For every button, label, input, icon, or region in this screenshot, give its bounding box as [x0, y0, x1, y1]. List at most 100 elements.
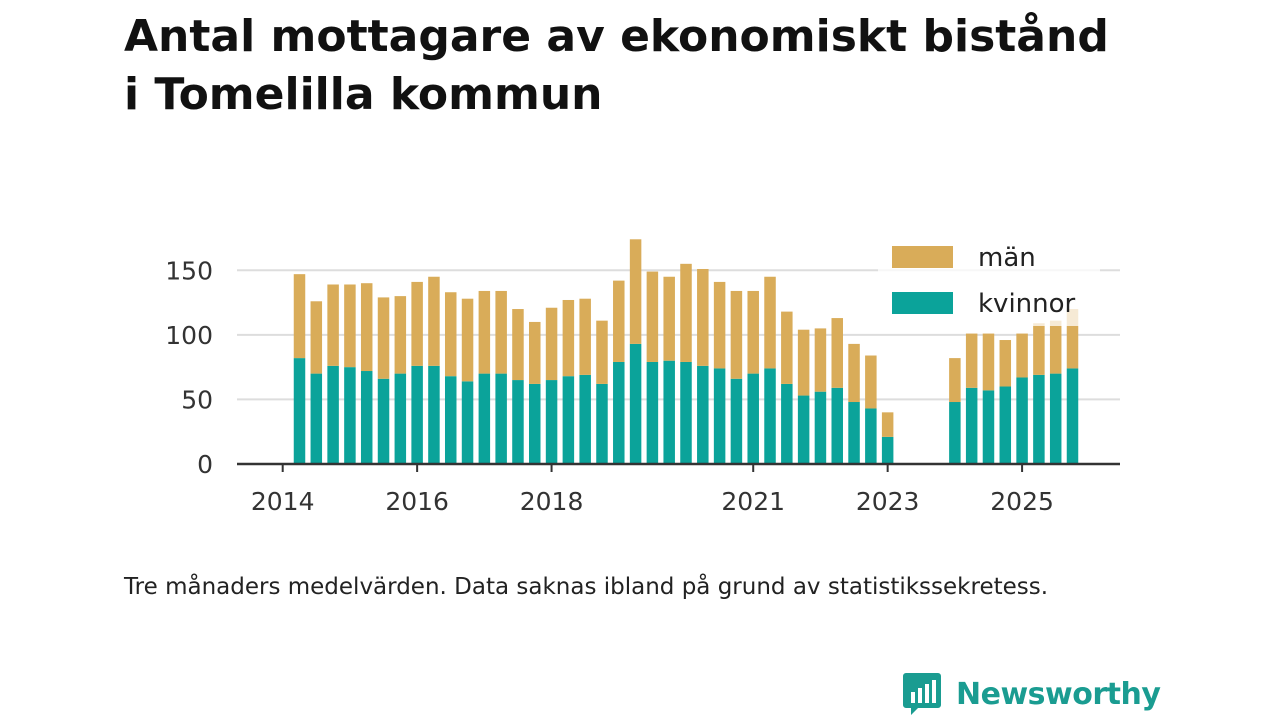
- bar-kvinnor: [327, 365, 339, 464]
- bar-kvinnor: [293, 358, 306, 464]
- bar-kvinnor: [999, 386, 1012, 464]
- bar-kvinnor: [344, 367, 356, 464]
- bar-man: [764, 276, 776, 369]
- x-tick-label: 2023: [856, 487, 920, 516]
- bar-man: [310, 301, 323, 374]
- bar-kvinnor: [377, 378, 390, 464]
- bar-man: [781, 311, 793, 384]
- bar-man: [596, 320, 608, 384]
- bar-kvinnor: [629, 343, 642, 464]
- bar-kvinnor: [814, 391, 827, 464]
- bar-man: [881, 412, 894, 437]
- bar-man: [797, 329, 810, 396]
- bar-man: [444, 292, 457, 377]
- bar-kvinnor: [1033, 374, 1045, 464]
- bar-kvinnor: [982, 390, 995, 464]
- bar-man: [562, 299, 575, 377]
- y-tick-label: 50: [181, 385, 213, 414]
- bar-kvinnor: [680, 361, 692, 464]
- bar-kvinnor: [713, 368, 726, 464]
- bar-kvinnor: [461, 381, 474, 464]
- bar-man: [848, 343, 860, 403]
- bar-kvinnor: [428, 365, 440, 464]
- newsworthy-icon: [903, 673, 941, 715]
- bar-man: [730, 290, 743, 379]
- bar-man: [629, 239, 642, 344]
- bar-kvinnor: [529, 383, 541, 464]
- bar-man: [814, 328, 827, 392]
- bar-kvinnor: [360, 371, 373, 464]
- bar-kvinnor: [1049, 373, 1062, 464]
- bar-man: [965, 333, 978, 388]
- bar-man: [1066, 309, 1079, 369]
- bar-kvinnor: [781, 383, 793, 464]
- bar-kvinnor: [545, 380, 558, 464]
- footnote: Tre månaders medelvärden. Data saknas ib…: [124, 574, 1049, 600]
- bar-man: [865, 355, 877, 409]
- bar-man: [512, 309, 524, 381]
- bar-man: [529, 321, 541, 384]
- bar-man: [1016, 333, 1028, 378]
- bar-man: [713, 281, 726, 369]
- bar-kvinnor: [613, 361, 625, 464]
- bar-kvinnor: [596, 383, 608, 464]
- bar-kvinnor: [865, 408, 877, 464]
- chart-title: Antal mottagare av ekonomiskt bistånd i …: [124, 8, 1224, 124]
- bar-man: [344, 284, 356, 368]
- bar-kvinnor: [562, 376, 575, 464]
- legend-item-kvinnor-swatch: [892, 292, 953, 314]
- brand-name: Newsworthy: [956, 676, 1161, 712]
- bar-kvinnor: [831, 387, 843, 464]
- bar-kvinnor: [495, 373, 507, 464]
- bar-man: [680, 263, 692, 362]
- x-tick-label: 2018: [520, 487, 584, 516]
- x-tick-label: 2014: [251, 487, 315, 516]
- chart-title-line-1: Antal mottagare av ekonomiskt bistånd: [124, 11, 1109, 62]
- bar-kvinnor: [965, 387, 978, 464]
- bar-kvinnor: [797, 395, 810, 464]
- bar-man: [949, 358, 961, 403]
- bar-man: [377, 297, 390, 379]
- bar-kvinnor: [663, 360, 675, 464]
- bar-man: [613, 280, 625, 362]
- legend-item-man-swatch: [892, 246, 953, 268]
- bar-man: [394, 296, 407, 374]
- y-tick-label: 150: [165, 256, 213, 285]
- bar-man: [411, 281, 423, 366]
- x-tick-label: 2025: [990, 487, 1054, 516]
- bar-man: [428, 276, 440, 366]
- x-tick-label: 2016: [385, 487, 449, 516]
- legend-item-man-label: män: [978, 243, 1036, 273]
- bar-kvinnor: [394, 373, 407, 464]
- chart-title-line-2: i Tomelilla kommun: [124, 69, 603, 120]
- bar-man: [327, 284, 339, 366]
- bar-kvinnor: [1066, 368, 1079, 464]
- bar-man: [831, 318, 843, 388]
- bar-kvinnor: [730, 378, 743, 464]
- bar-kvinnor: [310, 373, 323, 464]
- bar-kvinnor: [949, 402, 961, 464]
- bar-kvinnor: [697, 365, 709, 464]
- bar-kvinnor: [848, 402, 860, 464]
- bar-kvinnor: [579, 374, 591, 464]
- x-tick-label: 2021: [721, 487, 785, 516]
- bar-man: [461, 298, 474, 382]
- bar-man: [1033, 323, 1045, 375]
- bar-man: [360, 283, 373, 372]
- bar-man: [579, 298, 591, 375]
- bar-kvinnor: [512, 380, 524, 464]
- bar-man: [545, 307, 558, 381]
- bar-kvinnor: [747, 373, 759, 464]
- bar-man: [478, 290, 491, 374]
- bar-man: [697, 268, 709, 366]
- newsworthy-logo: Newsworthy: [902, 670, 1161, 718]
- bar-kvinnor: [646, 361, 659, 464]
- bar-man: [982, 333, 995, 391]
- bar-man: [1049, 320, 1062, 374]
- bar-man: [663, 276, 675, 361]
- y-tick-label: 0: [197, 450, 213, 479]
- bar-man: [495, 290, 507, 374]
- bar-man: [293, 274, 306, 359]
- legend-item-kvinnor-label: kvinnor: [978, 289, 1076, 319]
